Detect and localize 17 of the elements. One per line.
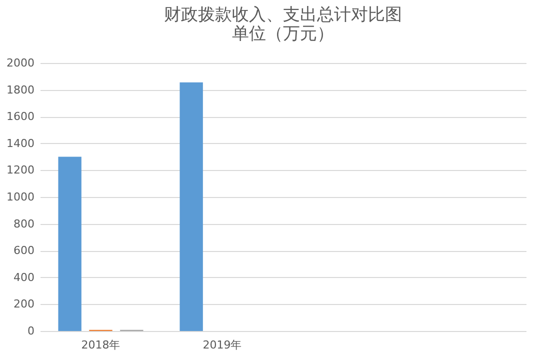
y-tick-label: 1400 [6, 136, 34, 150]
y-tick-label: 0 [28, 324, 34, 338]
y-tick-label: 1800 [6, 83, 34, 96]
y-tick-label: 2000 [6, 56, 34, 70]
bar [180, 82, 203, 331]
chart-subtitle: 单位（万元） [232, 24, 334, 44]
y-tick-label: 200 [14, 298, 34, 311]
y-tick-label: 800 [14, 217, 34, 230]
y-tick-label: 1600 [6, 110, 34, 124]
y-tick-label: 400 [14, 270, 34, 284]
chart-title: 财政拨款收入、支出总计对比图 [164, 5, 402, 25]
bar [58, 156, 82, 331]
y-tick-label: 600 [14, 244, 34, 258]
y-tick-label: 1200 [6, 164, 34, 177]
y-tick-label: 1000 [6, 190, 34, 204]
x-tick-label: 2019年 [202, 338, 242, 352]
x-tick-label: 2018年 [81, 338, 120, 352]
